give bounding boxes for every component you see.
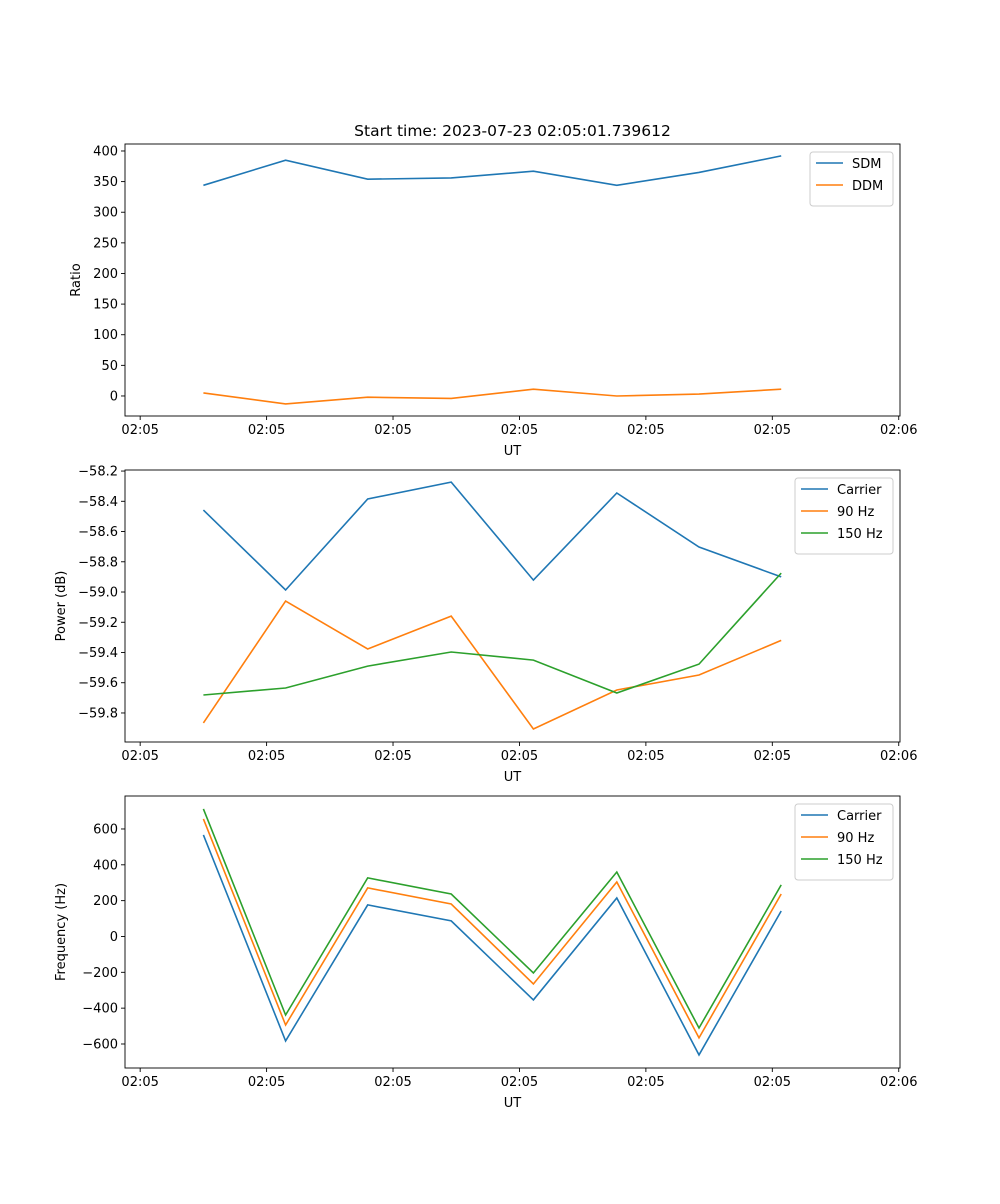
- x-tick-label: 02:05: [627, 749, 664, 764]
- axes-frame: [124, 143, 901, 417]
- x-tick-label: 02:06: [880, 1075, 917, 1090]
- y-tick-label: 200: [93, 267, 118, 282]
- legend-label: Carrier: [837, 483, 882, 498]
- legend-label: 90 Hz: [837, 505, 874, 520]
- legend-label: DDM: [852, 179, 883, 194]
- series-line-90-hz: [202, 818, 782, 1040]
- legend-label: 150 Hz: [837, 527, 883, 542]
- x-tick-label: 02:05: [754, 749, 791, 764]
- y-tick-label: 0: [110, 930, 118, 945]
- figure-title: Start time: 2023-07-23 02:05:01.739612: [354, 122, 671, 140]
- x-tick-label: 02:05: [374, 423, 411, 438]
- y-tick-label: −58.6: [78, 525, 118, 540]
- y-tick-label: −58.2: [78, 465, 118, 480]
- x-tick-label: 02:05: [754, 1075, 791, 1090]
- subplot-3: 02:05 02:05 02:05 02:05 02:05 02:05 02:06 −600 −…: [54, 795, 917, 1111]
- x-tick-label: 02:05: [121, 423, 158, 438]
- y-tick-label: −59.4: [78, 646, 118, 661]
- series-line-150-hz: [202, 808, 782, 1030]
- y-tick-label: 400: [93, 144, 118, 159]
- x-tick-label: 02:05: [501, 749, 538, 764]
- axes-frame: [124, 795, 901, 1069]
- y-tick-label: 300: [93, 206, 118, 221]
- subplot-2: 02:05 02:05 02:05 02:05 02:05 02:05 02:06 −59.8…: [54, 465, 917, 785]
- series-line-carrier: [202, 481, 782, 592]
- y-tick-label: −59.6: [78, 676, 118, 691]
- x-tick-label: 02:05: [501, 423, 538, 438]
- y-tick-label: 600: [93, 822, 118, 837]
- y-tick-label: −58.8: [78, 555, 118, 570]
- x-tick-label: 02:05: [374, 749, 411, 764]
- y-axis-label: Ratio: [69, 263, 84, 296]
- y-tick-label: −600: [82, 1037, 118, 1052]
- y-axis-label: Frequency (Hz): [54, 883, 69, 981]
- legend-label: 90 Hz: [837, 831, 874, 846]
- legend-box: [809, 151, 894, 207]
- x-tick-label: 02:06: [880, 749, 917, 764]
- legend: Carrier 90 Hz 150 Hz: [794, 803, 894, 881]
- y-tick-label: −59.0: [78, 586, 118, 601]
- y-tick-label: 400: [93, 858, 118, 873]
- x-tick-label: 02:05: [121, 749, 158, 764]
- x-tick-label: 02:05: [121, 1075, 158, 1090]
- subplot-1: 02:05 02:05 02:05 02:05 02:05 02:05 02:06 0 50 10…: [69, 143, 917, 459]
- legend-label: Carrier: [837, 809, 882, 824]
- y-tick-label: 50: [101, 359, 118, 374]
- y-tick-label: −400: [82, 1002, 118, 1017]
- legend-label: SDM: [852, 157, 881, 172]
- x-axis-label: UT: [504, 444, 522, 459]
- x-axis-label: UT: [504, 770, 522, 785]
- series-line-90-hz: [202, 600, 782, 731]
- legend: Carrier 90 Hz 150 Hz: [794, 477, 894, 555]
- x-tick-label: 02:05: [374, 1075, 411, 1090]
- y-tick-label: 250: [93, 236, 118, 251]
- legend-box: [794, 477, 894, 555]
- y-tick-label: −58.4: [78, 495, 118, 510]
- y-axis-label: Power (dB): [54, 571, 69, 642]
- x-axis-label: UT: [504, 1096, 522, 1111]
- y-tick-label: −59.2: [78, 616, 118, 631]
- legend-box: [794, 803, 894, 881]
- y-tick-label: 350: [93, 175, 118, 190]
- x-tick-label: 02:05: [248, 1075, 285, 1090]
- axes-frame: [124, 469, 901, 743]
- legend-label: 150 Hz: [837, 853, 883, 868]
- series-line-ddm: [203, 388, 782, 405]
- series-line-sdm: [203, 155, 782, 187]
- y-tick-label: −59.8: [78, 706, 118, 721]
- x-tick-label: 02:05: [627, 423, 664, 438]
- legend: SDM DDM: [809, 151, 894, 207]
- y-tick-label: −200: [82, 966, 118, 981]
- x-tick-label: 02:05: [754, 423, 791, 438]
- x-tick-label: 02:05: [248, 423, 285, 438]
- x-tick-label: 02:05: [627, 1075, 664, 1090]
- series-line-150-hz: [203, 572, 782, 696]
- x-tick-label: 02:05: [501, 1075, 538, 1090]
- y-tick-label: 200: [93, 894, 118, 909]
- series-line-carrier: [202, 834, 782, 1057]
- x-tick-label: 02:05: [248, 749, 285, 764]
- y-tick-label: 0: [110, 389, 118, 404]
- y-tick-label: 100: [93, 328, 118, 343]
- y-tick-label: 150: [93, 298, 118, 313]
- x-tick-label: 02:06: [880, 423, 917, 438]
